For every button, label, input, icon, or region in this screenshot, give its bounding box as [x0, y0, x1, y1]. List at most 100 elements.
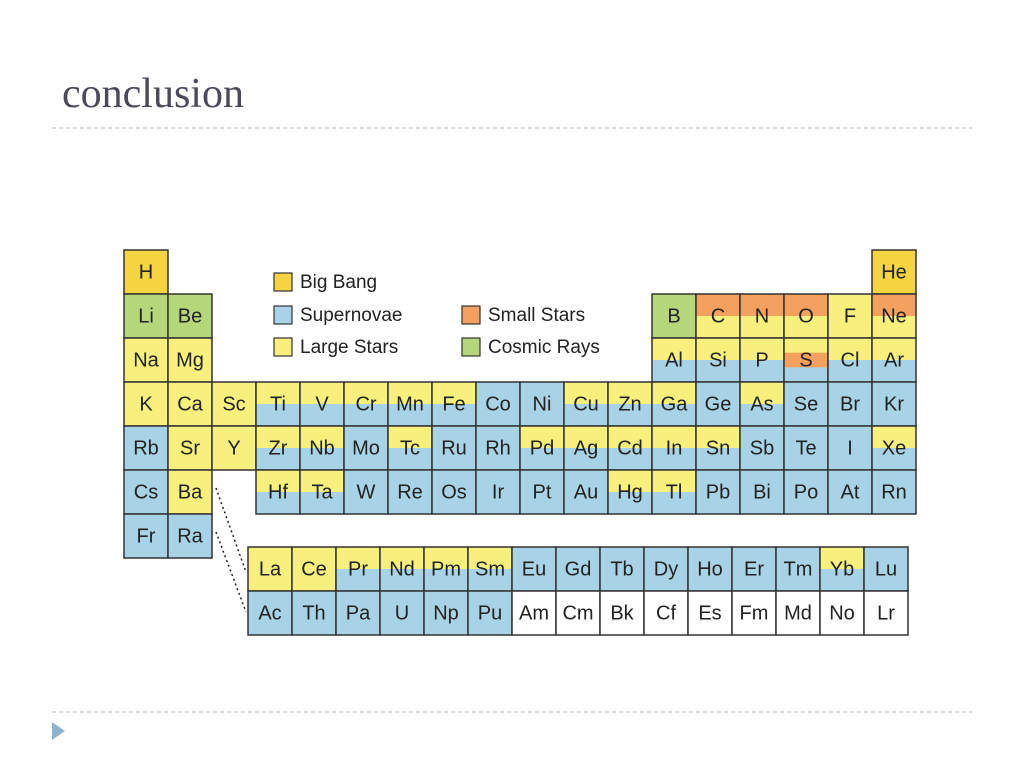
cell-fill: [212, 426, 256, 471]
element-cell: H: [123, 249, 169, 295]
element-cell: K: [123, 381, 169, 427]
cell-fill: [784, 352, 828, 368]
element-cell: Fe: [431, 381, 477, 427]
cell-fill: [256, 448, 300, 471]
cell-fill: [644, 547, 688, 592]
cell-fill: [784, 470, 828, 515]
element-symbol: Tb: [610, 558, 633, 580]
element-symbol: Ra: [177, 525, 203, 547]
element-cell: He: [871, 249, 917, 295]
cell-fill: [168, 382, 212, 427]
cell-fill: [556, 591, 600, 636]
cell-fill: [608, 382, 652, 405]
element-symbol: Sm: [475, 558, 505, 580]
cell-fill: [388, 470, 432, 515]
cell-fill: [784, 294, 828, 317]
cell-fill: [520, 448, 564, 471]
element-symbol: O: [798, 305, 814, 327]
element-cell: Pm: [423, 546, 469, 592]
element-cell: Ne: [871, 293, 917, 339]
element-symbol: Co: [485, 393, 511, 415]
element-cell: Nd: [379, 546, 425, 592]
element-cell: S: [783, 337, 829, 383]
cell-fill: [872, 382, 916, 427]
element-cell: Rb: [123, 425, 169, 471]
element-cell: Bi: [739, 469, 785, 515]
element-symbol: Pu: [478, 602, 502, 624]
element-cell: Fr: [123, 513, 169, 559]
legend-swatch: [461, 337, 481, 357]
element-symbol: No: [829, 602, 855, 624]
element-symbol: P: [755, 349, 768, 371]
cell-fill: [740, 316, 784, 339]
element-symbol: At: [841, 481, 860, 503]
cell-fill: [564, 470, 608, 515]
element-cell: Zr: [255, 425, 301, 471]
cell-fill: [828, 470, 872, 515]
element-symbol: Ca: [177, 393, 203, 415]
cell-fill: [872, 426, 916, 449]
cell-fill: [784, 316, 828, 339]
cell-fill: [696, 448, 740, 471]
cell-fill: [256, 404, 300, 427]
cell-fill: [688, 547, 732, 592]
cell-fill: [168, 338, 212, 383]
cell-fill: [872, 470, 916, 515]
element-cell: Eu: [511, 546, 557, 592]
element-symbol: Te: [795, 437, 816, 459]
cell-fill: [652, 448, 696, 471]
element-symbol: He: [881, 261, 907, 283]
element-symbol: Fm: [740, 602, 769, 624]
cell-fill: [652, 404, 696, 427]
element-symbol: Tm: [784, 558, 813, 580]
element-symbol: Er: [744, 558, 764, 580]
element-cell: Sc: [211, 381, 257, 427]
cell-fill: [564, 404, 608, 427]
cell-fill: [300, 470, 344, 493]
element-cell: Tm: [775, 546, 821, 592]
element-cell: Mg: [167, 337, 213, 383]
element-symbol: Th: [302, 602, 325, 624]
element-symbol: Bk: [610, 602, 634, 624]
element-symbol: U: [395, 602, 409, 624]
element-symbol: Dy: [654, 558, 678, 580]
cell-fill: [608, 470, 652, 493]
element-cell: Pu: [467, 590, 513, 636]
element-cell: W: [343, 469, 389, 515]
element-symbol: Eu: [522, 558, 546, 580]
element-cell: Es: [687, 590, 733, 636]
element-symbol: Ce: [301, 558, 327, 580]
element-symbol: Es: [698, 602, 721, 624]
cell-fill: [292, 547, 336, 592]
element-symbol: H: [139, 261, 153, 283]
cell-fill: [476, 382, 520, 427]
bullet-icon: [52, 722, 65, 740]
legend-swatch: [461, 305, 481, 325]
element-cell: Au: [563, 469, 609, 515]
element-symbol: Pb: [706, 481, 730, 503]
element-cell: Ce: [291, 546, 337, 592]
cell-fill: [388, 448, 432, 471]
element-cell: Ac: [247, 590, 293, 636]
element-symbol: Rn: [881, 481, 907, 503]
element-cell: Mo: [343, 425, 389, 471]
element-symbol: W: [357, 481, 376, 503]
cell-fill: [520, 470, 564, 515]
element-cell: Gd: [555, 546, 601, 592]
element-symbol: Li: [138, 305, 154, 327]
element-cell: Cu: [563, 381, 609, 427]
element-cell: Y: [211, 425, 257, 471]
element-symbol: Mn: [396, 393, 424, 415]
element-cell: Kr: [871, 381, 917, 427]
cell-fill: [344, 382, 388, 405]
cell-fill: [740, 470, 784, 515]
cell-fill: [600, 547, 644, 592]
element-symbol: Y: [227, 437, 240, 459]
cell-fill: [652, 492, 696, 515]
cell-fill: [300, 404, 344, 427]
element-symbol: Pt: [533, 481, 552, 503]
cell-fill: [388, 404, 432, 427]
element-cell: Br: [827, 381, 873, 427]
element-symbol: Sb: [750, 437, 774, 459]
element-symbol: Cu: [573, 393, 599, 415]
